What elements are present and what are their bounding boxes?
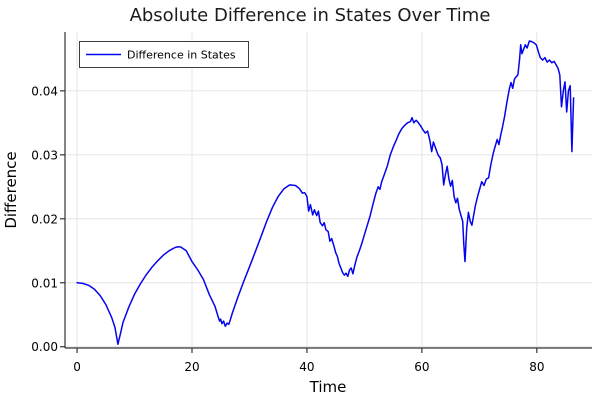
y-tick-label: 0.04 <box>31 84 58 98</box>
legend-label: Difference in States <box>127 49 236 62</box>
y-axis-label: Difference <box>2 151 20 228</box>
x-tick-label: 20 <box>184 360 199 374</box>
legend: Difference in States <box>79 41 249 68</box>
y-tick-label: 0.02 <box>31 212 58 226</box>
chart-title: Absolute Difference in States Over Time <box>130 5 491 26</box>
x-tick-label: 60 <box>414 360 429 374</box>
x-axis-label: Time <box>309 378 347 396</box>
gridlines <box>65 32 592 348</box>
x-tick-label: 80 <box>529 360 544 374</box>
x-tick-label: 40 <box>299 360 314 374</box>
tick-labels: 0 20 40 60 80 0.00 0.01 0.02 0.03 0.04 <box>31 84 544 374</box>
y-tick-label: 0.00 <box>31 340 58 354</box>
tick-marks <box>60 90 538 353</box>
y-tick-label: 0.03 <box>31 148 58 162</box>
series-line-difference-in-states <box>76 40 575 345</box>
y-tick-label: 0.01 <box>31 276 58 290</box>
x-tick-label: 0 <box>73 360 81 374</box>
